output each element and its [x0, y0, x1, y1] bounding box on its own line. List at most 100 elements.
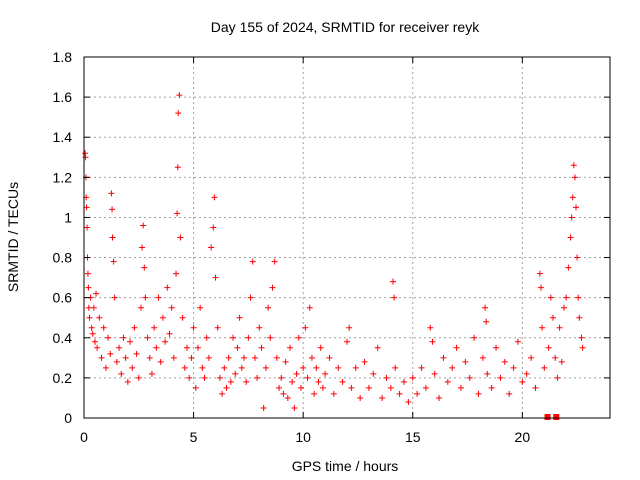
data-point [306, 304, 313, 311]
data-point [151, 324, 158, 331]
data-point [346, 324, 353, 331]
data-point [221, 364, 228, 371]
data-point [168, 304, 175, 311]
data-point [245, 334, 252, 341]
data-point [295, 334, 302, 341]
data-point [400, 378, 407, 385]
data-point [267, 334, 274, 341]
data-point [174, 210, 181, 217]
data-point [88, 324, 95, 331]
tick-labels: 0 5 10 15 20 0 0.2 0.4 0.6 0.8 1 1.2 1.4 1.6 1.8 [53, 49, 531, 445]
data-point [558, 358, 565, 365]
data-point [431, 370, 438, 377]
data-point [254, 374, 261, 381]
data-point [383, 374, 390, 381]
data-point [462, 358, 469, 365]
data-point [308, 354, 315, 361]
data-point [550, 314, 557, 321]
data-point [208, 244, 215, 251]
data-point [339, 378, 346, 385]
data-point [240, 354, 247, 361]
data-point [109, 234, 116, 241]
data-point [86, 314, 93, 321]
data-point [453, 344, 460, 351]
y-tick-label: 0 [64, 410, 72, 426]
data-point [194, 344, 201, 351]
data-point [91, 338, 98, 345]
data-point [506, 390, 513, 397]
data-point [164, 284, 171, 291]
data-point [260, 404, 267, 411]
data-point [444, 378, 451, 385]
data-point [300, 364, 307, 371]
data-point [449, 364, 456, 371]
chart-title: Day 155 of 2024, SRMTID for receiver rey… [211, 19, 480, 35]
data-point [370, 370, 377, 377]
data-point [247, 294, 254, 301]
data-point [390, 278, 397, 285]
data-point [335, 364, 342, 371]
data-point [227, 378, 234, 385]
data-point [541, 364, 548, 371]
data-point [188, 354, 195, 361]
data-point [291, 404, 298, 411]
data-point [436, 394, 443, 401]
data-point [142, 294, 149, 301]
data-point [269, 284, 276, 291]
data-point [313, 364, 320, 371]
data-point [565, 264, 572, 271]
data-point [190, 324, 197, 331]
y-tick-label: 1.6 [53, 89, 73, 105]
data-point [212, 274, 219, 281]
data-point [365, 384, 372, 391]
data-point [501, 358, 508, 365]
data-point [113, 358, 120, 365]
data-point [192, 384, 199, 391]
data-point [567, 234, 574, 241]
data-point [232, 370, 239, 377]
data-point [405, 398, 412, 405]
data-point [330, 390, 337, 397]
data-point [203, 334, 210, 341]
data-point [122, 354, 129, 361]
data-point [84, 224, 91, 231]
x-axis-label: GPS time / hours [292, 458, 399, 474]
y-tick-label: 1.4 [53, 129, 73, 145]
data-point [166, 330, 173, 337]
data-point [234, 344, 241, 351]
data-point [297, 384, 304, 391]
data-point [243, 378, 250, 385]
data-point [479, 354, 486, 361]
data-point [100, 324, 107, 331]
data-point [392, 364, 399, 371]
y-tick-label: 1 [64, 209, 72, 225]
data-point [139, 244, 146, 251]
data-point [173, 270, 180, 277]
y-tick-label: 0.8 [53, 250, 73, 266]
data-point [475, 390, 482, 397]
data-point [124, 378, 131, 385]
data-point [493, 344, 500, 351]
data-point [528, 354, 535, 361]
data-point [571, 174, 578, 181]
data-point [379, 394, 386, 401]
data-point [315, 378, 322, 385]
x-tick-label: 10 [295, 429, 311, 445]
data-point [251, 354, 258, 361]
data-point [144, 334, 151, 341]
data-point [94, 344, 101, 351]
data-point [569, 194, 576, 201]
data-point [391, 294, 398, 301]
data-point [510, 364, 517, 371]
data-point [170, 354, 177, 361]
data-point [575, 294, 582, 301]
data-point [536, 270, 543, 277]
data-point [471, 334, 478, 341]
data-point [488, 384, 495, 391]
data-point [216, 374, 223, 381]
data-point [177, 234, 184, 241]
data-point [258, 344, 265, 351]
data-point [225, 354, 232, 361]
